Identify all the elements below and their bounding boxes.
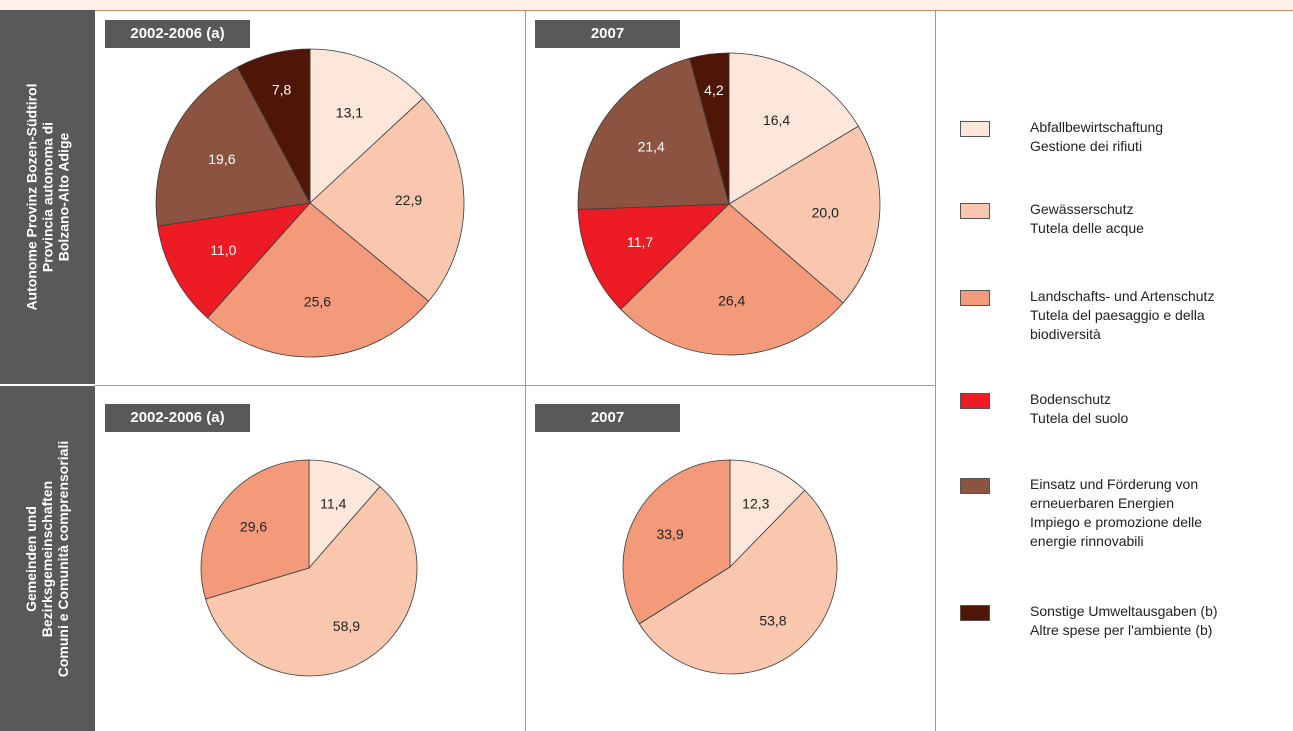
row-label-province: Autonome Provinz Bozen-Südtirol Provinci…: [0, 10, 95, 384]
row-label-line: Autonome Provinz Bozen-Südtirol: [23, 83, 40, 311]
legend-swatch: [960, 393, 990, 409]
data-label: 11,0: [210, 242, 236, 258]
pie-slice: [236, 48, 311, 204]
pie-slice: [308, 459, 381, 570]
legend-label: Tutela del paesaggio e della: [1030, 307, 1205, 323]
data-label: 12,3: [742, 496, 769, 512]
top-band: [0, 0, 1293, 11]
row-label-line: Bolzano-Alto Adige: [55, 132, 72, 262]
legend-label: Abfallbewirtschaftung: [1030, 119, 1164, 135]
row-label-municipalities: Gemeinden und Bezirksgemeinschaften Comu…: [0, 386, 95, 731]
data-label: 16,4: [763, 112, 790, 128]
data-label: 26,4: [718, 293, 745, 309]
data-label: 25,6: [304, 293, 331, 309]
pie-slice: [638, 489, 838, 675]
pie-slice: [155, 66, 311, 227]
legend-swatch: [960, 478, 990, 494]
pie-slice: [206, 202, 430, 358]
grid-divider: [95, 385, 935, 386]
data-label: 13,1: [336, 105, 363, 121]
pie-slice: [309, 97, 465, 302]
legend-label: Tutela del suolo: [1030, 410, 1129, 426]
legend-label: Altre spese per l'ambiente (b): [1030, 622, 1213, 638]
row-label-line: Bezirksgemeinschaften: [39, 480, 56, 637]
pie-chart: 13,1 22,9 25,6 11,0 19,6 7,8: [155, 48, 465, 358]
grid-divider: [525, 10, 526, 731]
legend-label: Bodenschutz: [1030, 391, 1111, 407]
legend-label: erneuerbaren Energien: [1030, 495, 1174, 511]
legend-label: Sonstige Umweltausgaben (b): [1030, 603, 1218, 619]
chart-title: 2007: [535, 404, 680, 432]
pie-slice: [689, 52, 730, 205]
chart-title: 2002-2006 (a): [105, 404, 250, 432]
data-label: 53,8: [759, 612, 786, 628]
data-label: 20,0: [812, 204, 839, 220]
data-label: 4,2: [704, 82, 724, 98]
pie-slice: [622, 459, 731, 625]
pie-slice: [205, 486, 418, 677]
legend-label: Einsatz und Förderung von: [1030, 476, 1199, 492]
pie-slice: [309, 48, 424, 204]
pie-slice: [577, 57, 730, 210]
pie-slice: [577, 203, 731, 310]
row-label-line: Provincia autonoma di: [39, 121, 56, 273]
data-label: 21,4: [638, 139, 665, 155]
legend-swatch: [960, 605, 990, 621]
pie-slice: [157, 202, 312, 319]
data-label: 58,9: [333, 618, 360, 634]
data-label: 11,7: [627, 234, 653, 250]
pie-chart: 12,3 53,8 33,9: [622, 459, 838, 675]
pie-chart: 11,4 58,9 29,6: [200, 459, 418, 677]
row-label-line: Comuni e Comunità comprensoriali: [55, 440, 72, 677]
pie-slice: [728, 125, 881, 304]
legend-label: Landschafts- und Artenschutz: [1030, 288, 1215, 304]
pie-slice: [620, 203, 844, 356]
pie-slice: [729, 459, 806, 568]
pie-slice: [728, 52, 859, 205]
pie-chart: 16,4 20,0 26,4 11,7 21,4 4,2: [577, 52, 881, 356]
data-label: 29,6: [240, 519, 267, 535]
grid-divider: [935, 10, 936, 731]
data-label: 11,4: [320, 495, 346, 511]
legend-label: biodiversità: [1030, 326, 1101, 342]
row-label-line: Gemeinden und: [23, 505, 40, 612]
legend-label: energie rinnovabili: [1030, 533, 1144, 549]
pie-slice: [200, 459, 310, 600]
legend-label: Tutela delle acque: [1030, 220, 1144, 236]
legend-swatch: [960, 203, 990, 219]
legend-label: Gestione dei rifiuti: [1030, 138, 1143, 154]
data-label: 33,9: [656, 526, 683, 542]
legend-swatch: [960, 290, 990, 306]
chart-title: 2002-2006 (a): [105, 20, 250, 48]
legend-swatch: [960, 121, 990, 137]
data-label: 19,6: [208, 151, 235, 167]
legend-label: Impiego e promozione delle: [1030, 514, 1202, 530]
data-label: 7,8: [272, 81, 292, 97]
data-label: 22,9: [395, 192, 422, 208]
legend-label: Gewässerschutz: [1030, 201, 1134, 217]
chart-title: 2007: [535, 20, 680, 48]
